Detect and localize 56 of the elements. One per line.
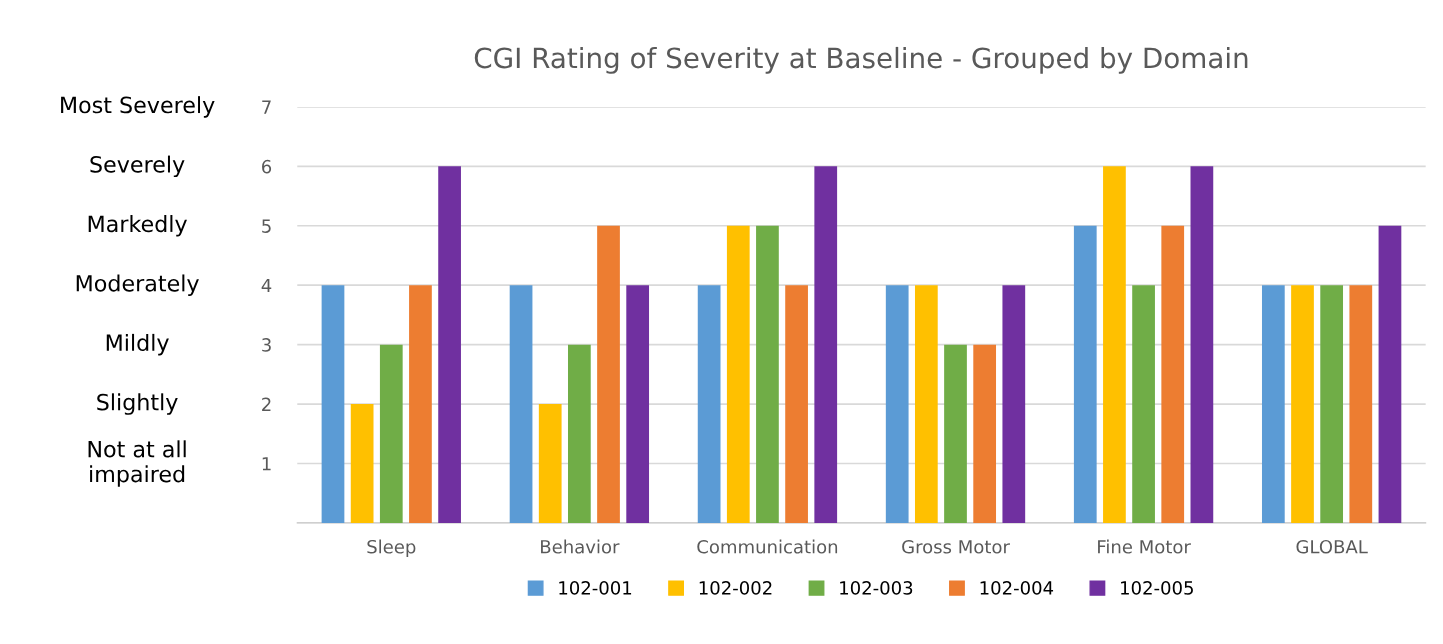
bar	[914, 285, 938, 523]
bar	[785, 285, 808, 523]
legend-label: 102-004	[980, 581, 1054, 595]
text: Not at all impaired	[88, 440, 186, 487]
text: Slightly	[97, 393, 178, 415]
text: Mildly	[106, 333, 169, 356]
bar	[1261, 285, 1285, 523]
text: Most Severely	[61, 96, 215, 118]
bar	[568, 344, 591, 523]
x-tick-label: Gross Motor	[902, 539, 1010, 554]
bar	[726, 225, 750, 523]
bar	[350, 404, 374, 523]
bar	[1320, 285, 1344, 523]
bar	[597, 225, 620, 523]
bar	[697, 285, 721, 523]
bar	[538, 404, 562, 523]
y-tick-label: 1	[262, 457, 271, 471]
chart-title: CGI Rating of Severity at Baseline - Grouped by Domain	[474, 46, 1248, 74]
bar	[1132, 285, 1155, 523]
y-tick-label: 7	[262, 100, 271, 114]
legend-label: 102-002	[699, 581, 772, 595]
x-tick-label: GLOBAL	[1296, 539, 1368, 554]
bar	[321, 285, 345, 523]
y-tick-label: 2	[262, 397, 271, 411]
legend-label: 102-005	[1121, 581, 1193, 595]
x-tick-label: Fine Motor	[1098, 539, 1191, 554]
y-tick-label: 4	[261, 278, 272, 293]
bar	[756, 225, 779, 523]
x-tick-label: Sleep	[367, 539, 416, 558]
bar	[1073, 225, 1097, 523]
y-tick-label: 6	[262, 159, 272, 174]
bar	[626, 285, 650, 523]
bar	[409, 285, 432, 523]
bar	[1103, 166, 1126, 523]
bar	[814, 166, 838, 523]
bar	[944, 344, 967, 523]
bar	[1349, 285, 1373, 523]
bar	[1190, 166, 1214, 523]
text: Markedly	[88, 215, 187, 237]
y-tick-label: 5	[262, 219, 271, 233]
y-tick-label: 3	[262, 338, 271, 352]
bar	[379, 344, 403, 523]
bar	[1378, 225, 1402, 523]
legend-label: 102-001	[559, 581, 632, 595]
bar	[885, 285, 909, 523]
bar	[1161, 225, 1185, 523]
bar	[438, 166, 461, 523]
x-tick-label: Communication	[697, 539, 838, 554]
text: Severely	[90, 155, 185, 178]
bar	[973, 344, 997, 523]
bar	[509, 285, 533, 523]
x-tick-label: Behavior	[541, 539, 620, 554]
legend-label: 102-003	[840, 581, 913, 595]
bar	[1291, 285, 1314, 523]
bar	[1002, 285, 1026, 523]
text: Moderately	[76, 274, 199, 296]
